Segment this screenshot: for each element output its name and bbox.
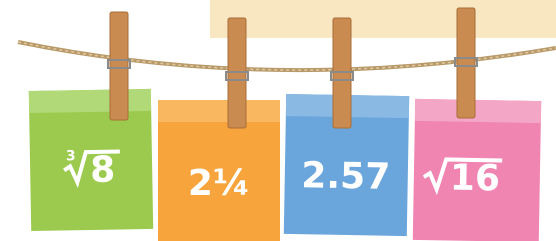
card: 2¼ xyxy=(158,100,280,241)
root-index: 3 xyxy=(66,148,76,164)
card-top xyxy=(415,99,541,123)
clothespin xyxy=(457,8,475,118)
radicand: 8 xyxy=(90,150,116,191)
radicand: 16 xyxy=(449,158,500,200)
card-top xyxy=(158,100,280,122)
card-value: 2.57 xyxy=(301,155,391,198)
banner xyxy=(210,0,556,38)
card-value: 2¼ xyxy=(188,163,250,204)
card: 16 xyxy=(413,99,541,241)
card-top xyxy=(29,89,151,113)
page: 3 8 2¼ 2.57 16 (() => { const data = JSO… xyxy=(0,0,556,241)
illustration: 3 8 2¼ 2.57 16 xyxy=(0,0,556,241)
card: 3 8 xyxy=(29,89,153,231)
clothespin xyxy=(110,12,128,120)
